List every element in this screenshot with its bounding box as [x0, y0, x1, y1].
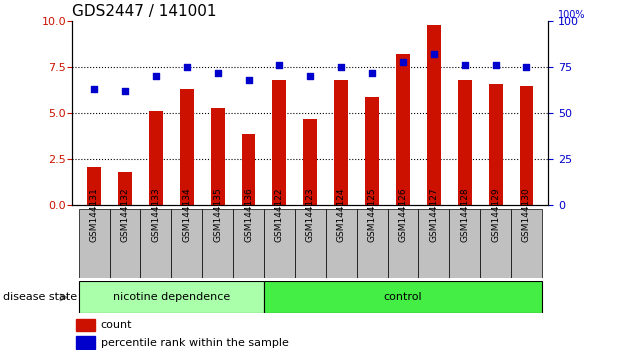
Bar [458, 80, 472, 205]
Text: GSM144124: GSM144124 [336, 188, 346, 242]
Text: GSM144127: GSM144127 [429, 187, 438, 242]
Text: GSM144134: GSM144134 [182, 187, 192, 242]
Bar [303, 119, 318, 205]
Point [460, 63, 470, 68]
Bar [79, 209, 110, 278]
Bar [357, 209, 387, 278]
Bar [264, 281, 542, 313]
Bar [76, 336, 94, 349]
Point [336, 64, 346, 70]
Point [181, 64, 192, 70]
Point [151, 74, 161, 79]
Bar [76, 319, 94, 331]
Bar [87, 167, 101, 205]
Bar [233, 209, 264, 278]
Bar [449, 209, 480, 278]
Text: GSM144126: GSM144126 [398, 187, 408, 242]
Point [274, 63, 284, 68]
Bar [418, 209, 449, 278]
Bar [118, 172, 132, 205]
Bar [427, 25, 441, 205]
Text: GSM144122: GSM144122 [275, 188, 284, 242]
Text: GSM144123: GSM144123 [306, 187, 315, 242]
Bar [79, 281, 264, 313]
Text: 100%: 100% [558, 10, 585, 20]
Bar [110, 209, 140, 278]
Text: GSM144136: GSM144136 [244, 187, 253, 242]
Text: GSM144129: GSM144129 [491, 187, 500, 242]
Text: GSM144128: GSM144128 [460, 187, 469, 242]
Point [306, 74, 316, 79]
Text: count: count [101, 320, 132, 330]
Point [398, 59, 408, 64]
Text: GSM144133: GSM144133 [151, 187, 161, 242]
Text: GSM144131: GSM144131 [89, 187, 98, 242]
Bar [480, 209, 511, 278]
Bar [326, 209, 357, 278]
Bar [140, 209, 171, 278]
Text: disease state: disease state [3, 292, 77, 302]
Text: GSM144130: GSM144130 [522, 187, 531, 242]
Bar [171, 209, 202, 278]
Text: nicotine dependence: nicotine dependence [113, 292, 230, 302]
Bar [180, 89, 193, 205]
Bar [272, 80, 287, 205]
Point [212, 70, 222, 76]
Point [522, 64, 532, 70]
Bar [202, 209, 233, 278]
Point [491, 63, 501, 68]
Bar [210, 108, 224, 205]
Text: percentile rank within the sample: percentile rank within the sample [101, 338, 289, 348]
Text: control: control [384, 292, 422, 302]
Text: GSM144132: GSM144132 [120, 187, 129, 242]
Bar [241, 133, 255, 205]
Bar [511, 209, 542, 278]
Point [89, 86, 99, 92]
Text: GSM144135: GSM144135 [213, 187, 222, 242]
Bar [489, 84, 503, 205]
Bar [264, 209, 295, 278]
Point [243, 77, 253, 83]
Bar [365, 97, 379, 205]
Text: GSM144125: GSM144125 [367, 187, 377, 242]
Bar [396, 55, 410, 205]
Point [120, 88, 130, 94]
Bar [387, 209, 418, 278]
Bar [295, 209, 326, 278]
Text: GDS2447 / 141001: GDS2447 / 141001 [72, 4, 217, 19]
Point [429, 52, 439, 57]
Bar [334, 80, 348, 205]
Bar [149, 112, 163, 205]
Point [367, 70, 377, 76]
Bar [520, 86, 534, 205]
